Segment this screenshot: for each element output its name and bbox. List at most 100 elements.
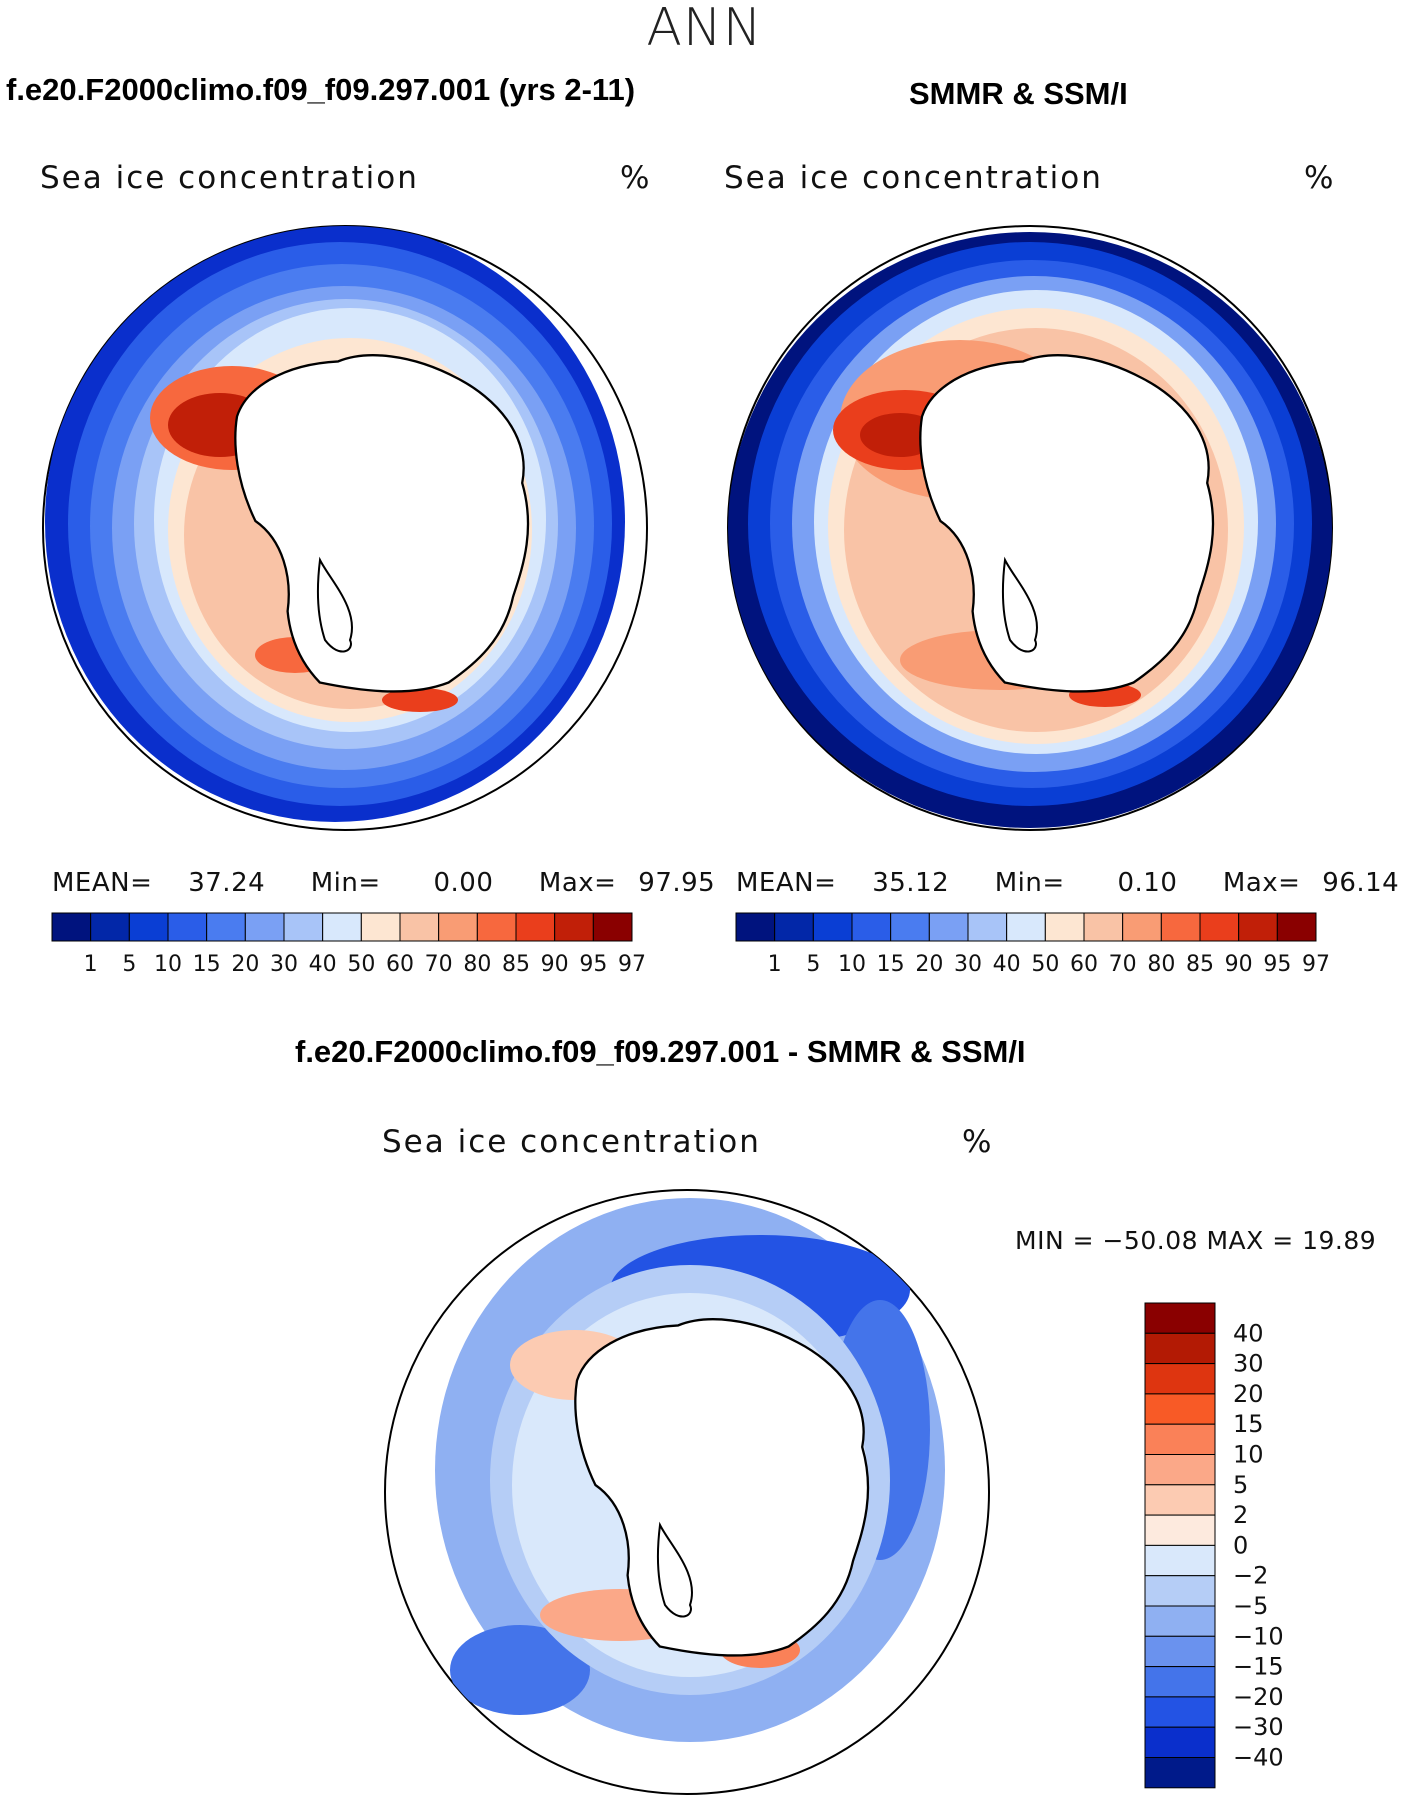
model-colorbar-swatch [244, 912, 285, 942]
obs-colorbar-swatch [1083, 912, 1124, 942]
figure-title: ANN [646, 0, 763, 58]
model-colorbar-swatch [283, 912, 324, 942]
diff-colorbar-tick-label: 10 [1233, 1441, 1264, 1469]
diff-map [384, 1189, 990, 1795]
obs-colorbar-tick-label: 1 [768, 952, 782, 977]
diff-field-neg15-sw [450, 1625, 590, 1715]
model-colorbar-tick-label: 20 [231, 952, 259, 977]
model-colorbar-tick-label: 97 [618, 952, 646, 977]
diff-colorbar-swatch [1144, 1363, 1216, 1395]
model-colorbar-tick-label: 70 [425, 952, 453, 977]
obs-colorbar-tick-label: 50 [1031, 952, 1059, 977]
obs-map [727, 225, 1333, 831]
diff-colorbar-swatch [1144, 1423, 1216, 1455]
model-colorbar-tick-label: 10 [154, 952, 182, 977]
model-colorbar-tick-label: 1 [84, 952, 98, 977]
obs-colorbar-tick-label: 70 [1109, 952, 1137, 977]
model-ross-max [382, 688, 458, 712]
obs-colorbar-tick-label: 15 [877, 952, 905, 977]
obs-colorbar-tick-label: 95 [1263, 952, 1291, 977]
model-colorbar-tick-label: 80 [463, 952, 491, 977]
obs-colorbar-swatch [851, 912, 892, 942]
obs-colorbar-tick-label: 80 [1147, 952, 1175, 977]
model-antarctica-outline [234, 354, 530, 693]
model-colorbar-swatch [438, 912, 478, 942]
model-colorbar-swatch [399, 912, 440, 942]
model-colorbar-swatch [476, 912, 517, 942]
obs-mean-label: MEAN= [736, 868, 837, 898]
obs-colorbar-swatch [735, 912, 776, 942]
diff-colorbar-swatch [1144, 1575, 1216, 1607]
diff-colorbar-swatch [1144, 1302, 1216, 1334]
diff-colorbar-swatch [1144, 1726, 1216, 1758]
diff-colorbar-tick-label: 5 [1233, 1471, 1248, 1499]
obs-colorbar-tick-label: 5 [806, 952, 820, 977]
obs-colorbar-swatch [967, 912, 1008, 942]
model-colorbar: 1 5 10 15 20 30 40 50 60 70 80 85 90 95 97 [51, 912, 646, 977]
diff-antarctica-outline [574, 1318, 870, 1657]
model-colorbar-swatch [592, 912, 633, 942]
obs-colorbar-swatch [1122, 912, 1162, 942]
obs-coast-detail [1001, 556, 1038, 653]
diff-variable-label: Sea ice concentration [382, 1124, 761, 1160]
diff-colorbar-tick-label: −20 [1233, 1683, 1284, 1711]
obs-colorbar-tick-label: 40 [993, 952, 1021, 977]
diff-colorbar-tick-label: 15 [1233, 1410, 1264, 1438]
diff-colorbar-tick-label: −10 [1233, 1622, 1284, 1650]
obs-colorbar-swatch [890, 912, 930, 942]
obs-colorbar-swatch [928, 912, 969, 942]
model-colorbar-swatch [554, 912, 594, 942]
obs-colorbar-tick-label: 30 [954, 952, 982, 977]
model-colorbar-swatch [90, 912, 130, 942]
model-max-label: Max= [538, 868, 617, 898]
model-colorbar-swatch [167, 912, 208, 942]
diff-colorbar-swatch [1144, 1393, 1216, 1425]
diff-minmax: MIN = −50.08 MAX = 19.89 [1015, 1226, 1377, 1255]
obs-colorbar-tick-label: 20 [915, 952, 943, 977]
model-coast-detail [316, 556, 353, 653]
model-colorbar-tick-label: 90 [541, 952, 569, 977]
obs-colorbar-swatch [1006, 912, 1046, 942]
diff-colorbar-tick-label: 30 [1233, 1350, 1264, 1378]
diff-colorbar-tick-label: −5 [1233, 1592, 1268, 1620]
obs-colorbar-swatch [1160, 912, 1201, 942]
model-min-label: Min= [310, 868, 381, 898]
obs-mean-value: 35.12 [872, 868, 950, 898]
model-colorbar-swatch [322, 912, 362, 942]
model-colorbar-swatch [206, 912, 246, 942]
model-case-title: f.e20.F2000climo.f09_f09.297.001 (yrs 2-… [6, 72, 636, 107]
diff-colorbar-swatch [1144, 1454, 1216, 1486]
diff-colorbar-swatch [1144, 1635, 1216, 1668]
diff-colorbar-swatch [1144, 1332, 1216, 1365]
model-map [42, 225, 648, 831]
diff-colorbar-swatch [1144, 1696, 1216, 1728]
model-mean-label: MEAN= [52, 868, 153, 898]
diff-units-label: % [962, 1124, 994, 1160]
model-stats: MEAN= 37.24 Min= 0.00 Max= 97.95 [52, 868, 715, 898]
diff-colorbar-tick-label: −2 [1233, 1562, 1268, 1590]
obs-stats: MEAN= 35.12 Min= 0.10 Max= 96.14 [736, 868, 1399, 898]
obs-colorbar-swatch [1199, 912, 1240, 942]
model-colorbar-tick-label: 95 [579, 952, 607, 977]
diff-colorbar-tick-label: 2 [1233, 1501, 1248, 1529]
obs-colorbar-swatch [1276, 912, 1317, 942]
model-mean-value: 37.24 [188, 868, 266, 898]
diff-coast-detail [656, 1521, 693, 1618]
obs-units-label: % [1304, 160, 1336, 196]
diff-colorbar-swatch [1144, 1544, 1216, 1577]
obs-colorbar-tick-label: 97 [1302, 952, 1330, 977]
obs-min-value: 0.10 [1117, 868, 1178, 898]
obs-colorbar-tick-label: 10 [838, 952, 866, 977]
obs-variable-label: Sea ice concentration [724, 160, 1103, 196]
diff-colorbar-swatch [1144, 1484, 1216, 1516]
obs-title: SMMR & SSM/I [909, 76, 1128, 111]
model-colorbar-tick-label: 60 [386, 952, 414, 977]
obs-colorbar-swatch [1238, 912, 1278, 942]
diff-colorbar-tick-label: 40 [1233, 1319, 1264, 1347]
diff-colorbar-swatch [1144, 1605, 1216, 1637]
model-colorbar-swatch [515, 912, 556, 942]
diff-colorbar-tick-label: 20 [1233, 1380, 1264, 1408]
model-colorbar-swatch [128, 912, 169, 942]
